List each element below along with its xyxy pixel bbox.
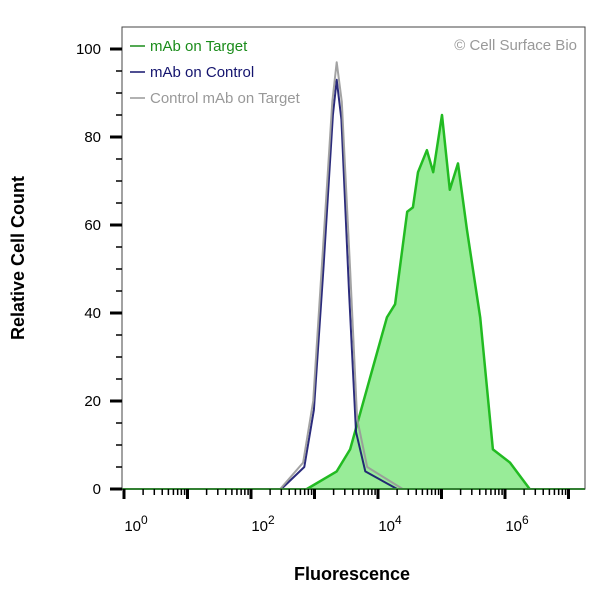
series-fill-0 [306,115,530,489]
x-tick-label: 102 [251,513,275,535]
plot-area [122,61,585,491]
y-tick-label: 20 [84,393,101,410]
y-tick-label: 100 [76,41,101,58]
legend-label: Control mAb on Target [150,90,301,107]
x-tick-label: 100 [124,513,148,535]
x-tick-label: 106 [505,513,529,535]
x-axis-label: Fluorescence [294,564,410,584]
series-line-2 [279,61,404,490]
y-tick-label: 40 [84,305,101,322]
watermark: © Cell Surface Bio [454,37,577,54]
y-tick-label: 60 [84,217,101,234]
axes: 0 20 40 60 80 100 100 102 104 106 [76,41,570,535]
y-axis-label: Relative Cell Count [8,176,28,340]
y-tick-label: 0 [93,481,101,498]
plot-frame [121,26,586,490]
y-tick-label: 80 [84,129,101,146]
legend-label: mAb on Control [150,64,254,81]
legend: mAb on Target mAb on Control Control mAb o… [130,38,301,107]
x-tick-label: 104 [378,513,402,535]
series-line-1 [280,78,398,490]
legend-label: mAb on Target [150,38,248,55]
series-line-0 [306,113,531,491]
